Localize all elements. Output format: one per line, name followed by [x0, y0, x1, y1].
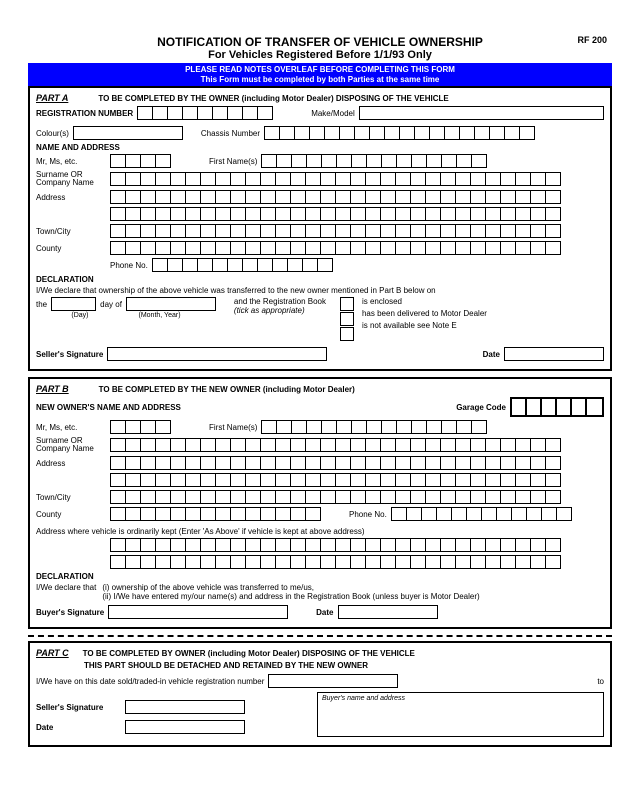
blue-line-2: This Form must be completed by both Part…	[28, 75, 612, 85]
county-b-label: County	[36, 510, 106, 519]
buyersig-input[interactable]	[108, 605, 288, 619]
opt3-label: is not available see Note E	[362, 321, 487, 330]
firstname-input[interactable]	[261, 154, 487, 168]
address-b-input-2[interactable]	[110, 473, 561, 487]
instruction-bar: PLEASE READ NOTES OVERLEAF BEFORE COMPLE…	[28, 63, 612, 86]
dayof-label: day of	[100, 300, 122, 309]
sellersig-input[interactable]	[107, 347, 327, 361]
decl-b-text: I/We declare that	[36, 583, 96, 601]
address-input-2[interactable]	[110, 207, 561, 221]
address-label: Address	[36, 193, 106, 202]
nameaddr-title: NAME AND ADDRESS	[36, 143, 604, 152]
declaration-text: I/We declare that ownership of the above…	[36, 286, 604, 295]
regnum-label: REGISTRATION NUMBER	[36, 109, 133, 118]
month-input[interactable]	[126, 297, 216, 311]
phone-label: Phone No.	[110, 261, 148, 270]
date-c-label: Date	[36, 723, 121, 732]
town-label: Town/City	[36, 227, 106, 236]
address-b-input-1[interactable]	[110, 456, 561, 470]
title-1: NOTIFICATION OF TRANSFER OF VEHICLE OWNE…	[28, 35, 612, 49]
part-b: PART B TO BE COMPLETED BY THE NEW OWNER …	[28, 377, 612, 629]
chassis-label: Chassis Number	[201, 129, 260, 138]
part-c-header2: THIS PART SHOULD BE DETACHED AND RETAINE…	[84, 661, 368, 670]
mrms-label: Mr, Ms, etc.	[36, 157, 106, 166]
tick-notavail[interactable]	[340, 327, 354, 341]
decl-b-1: (i) ownership of the above vehicle was t…	[102, 583, 479, 592]
day-hint: (Day)	[71, 312, 88, 319]
chassis-input[interactable]	[264, 126, 535, 140]
the-label: the	[36, 300, 47, 309]
tick-label: (tick as appropriate)	[234, 306, 305, 315]
date-b-input[interactable]	[338, 605, 438, 619]
part-c-label: PART C	[36, 648, 69, 658]
monthyear-hint: (Month, Year)	[139, 312, 181, 319]
buyersig-label: Buyer's Signature	[36, 608, 104, 617]
sellersig-label: Seller's Signature	[36, 350, 103, 359]
garage-label: Garage Code	[456, 403, 506, 412]
date-b-label: Date	[316, 608, 333, 617]
part-a-label: PART A	[36, 93, 68, 103]
addrkept-label: Address where vehicle is ordinarily kept…	[36, 527, 604, 536]
tear-line	[28, 635, 612, 637]
date-label: Date	[483, 350, 500, 359]
sellersig-c-label: Seller's Signature	[36, 703, 121, 712]
andreg-label: and the Registration Book	[234, 297, 326, 306]
surname-b-input[interactable]	[110, 438, 561, 452]
address-input-1[interactable]	[110, 190, 561, 204]
county-input[interactable]	[110, 241, 561, 255]
company-b-label: Company Name	[36, 444, 94, 453]
blue-line-1: PLEASE READ NOTES OVERLEAF BEFORE COMPLE…	[28, 65, 612, 75]
makemodel-input[interactable]	[359, 106, 604, 120]
garage-input[interactable]	[510, 397, 604, 417]
phone-input[interactable]	[152, 258, 333, 272]
firstname-b-label: First Name(s)	[209, 423, 257, 432]
addrkept-input-2[interactable]	[110, 555, 561, 569]
makemodel-label: Make/Model	[311, 109, 355, 118]
date-c-input[interactable]	[125, 720, 245, 734]
town-input[interactable]	[110, 224, 561, 238]
declaration-title: DECLARATION	[36, 275, 604, 284]
town-b-label: Town/City	[36, 493, 106, 502]
colours-input[interactable]	[73, 126, 183, 140]
regnum-c-input[interactable]	[268, 674, 398, 688]
town-b-input[interactable]	[110, 490, 561, 504]
sellersig-c-input[interactable]	[125, 700, 245, 714]
form-code: RF 200	[577, 35, 607, 45]
part-b-header: TO BE COMPLETED BY THE NEW OWNER (includ…	[99, 385, 355, 394]
tick-delivered[interactable]	[340, 312, 354, 326]
addrkept-input-1[interactable]	[110, 538, 561, 552]
part-a-header: TO BE COMPLETED BY THE OWNER (including …	[98, 94, 448, 103]
day-input[interactable]	[51, 297, 96, 311]
part-c-header1: TO BE COMPLETED BY OWNER (including Moto…	[83, 649, 415, 658]
mrms-b-label: Mr, Ms, etc.	[36, 423, 106, 432]
to-label: to	[597, 677, 604, 686]
newowner-label: NEW OWNER'S NAME AND ADDRESS	[36, 403, 181, 412]
mrms-input[interactable]	[110, 154, 171, 168]
title-2: For Vehicles Registered Before 1/1/93 On…	[28, 49, 612, 61]
date-input[interactable]	[504, 347, 604, 361]
phone-b-label: Phone No.	[349, 510, 387, 519]
mrms-b-input[interactable]	[110, 420, 171, 434]
colours-label: Colour(s)	[36, 129, 69, 138]
decl-c-text: I/We have on this date sold/traded-in ve…	[36, 677, 264, 686]
opt1-label: is enclosed	[362, 297, 487, 306]
buyername-box[interactable]: Buyer's name and address	[317, 692, 604, 737]
surname-input[interactable]	[110, 172, 561, 186]
county-label: County	[36, 244, 106, 253]
part-b-label: PART B	[36, 384, 69, 394]
phone-b-input[interactable]	[391, 507, 572, 521]
company-label: Company Name	[36, 178, 94, 187]
address-b-label: Address	[36, 459, 106, 468]
buyername-label: Buyer's name and address	[322, 695, 405, 702]
part-a: PART A TO BE COMPLETED BY THE OWNER (inc…	[28, 86, 612, 371]
declaration-b-title: DECLARATION	[36, 572, 604, 581]
firstname-label: First Name(s)	[209, 157, 257, 166]
decl-b-2: (ii) I/We have entered my/our name(s) an…	[102, 592, 479, 601]
tick-enclosed[interactable]	[340, 297, 354, 311]
firstname-b-input[interactable]	[261, 420, 487, 434]
part-c: PART C TO BE COMPLETED BY OWNER (includi…	[28, 641, 612, 747]
county-b-input[interactable]	[110, 507, 321, 521]
regnum-input[interactable]	[137, 106, 273, 120]
opt2-label: has been delivered to Motor Dealer	[362, 309, 487, 318]
